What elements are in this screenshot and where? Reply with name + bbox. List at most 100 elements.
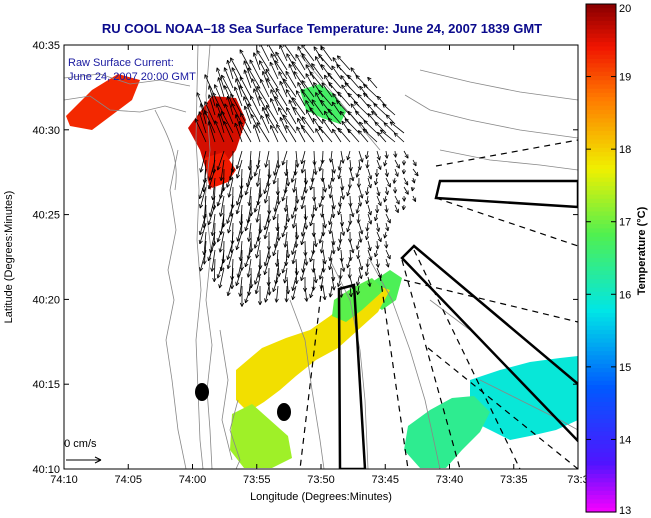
- current-vector: [364, 267, 370, 276]
- x-axis-ticks: 74:10 74:05 74:00 73:55 73:50 73:45 73:40 73:35…: [50, 45, 589, 486]
- current-vector: [204, 101, 216, 125]
- current-vector: [340, 222, 346, 236]
- current-vector: [276, 124, 288, 143]
- current-vector: [367, 276, 372, 287]
- current-vector: [216, 186, 225, 207]
- current-vector: [210, 249, 216, 272]
- current-vector: [320, 99, 333, 116]
- current-vector: [290, 168, 297, 183]
- current-vector: [223, 67, 234, 89]
- map-layer: Raw Surface Current: June 24, 2007 20:00…: [64, 45, 578, 469]
- current-vector: [410, 186, 415, 192]
- current-vector: [293, 71, 306, 89]
- current-vector: [227, 213, 234, 234]
- current-vector: [295, 90, 306, 107]
- current-vector: [382, 103, 396, 116]
- current-vector: [318, 125, 333, 143]
- current-vector: [375, 258, 380, 268]
- current-vector: [367, 177, 372, 189]
- current-vector: [367, 204, 372, 216]
- current-vector: [300, 150, 306, 165]
- sst-patch-east-cyan: [470, 356, 578, 440]
- current-vector: [385, 177, 391, 188]
- current-vector: [207, 168, 216, 190]
- current-vector: [313, 267, 318, 284]
- current-vector: [344, 118, 360, 134]
- current-vector: [376, 186, 381, 197]
- colorbar-tick-label: 19: [619, 72, 631, 84]
- current-vector: [394, 195, 400, 205]
- current-vector: [281, 186, 288, 202]
- current-vector: [346, 258, 351, 269]
- current-vector: [337, 195, 343, 207]
- current-vector: [385, 213, 391, 224]
- current-vector: [221, 110, 234, 134]
- current-label-line1: Raw Surface Current:: [68, 57, 174, 69]
- current-vector: [384, 186, 389, 195]
- current-vector: [401, 168, 406, 175]
- current-vector: [322, 177, 327, 193]
- current-vector: [337, 240, 342, 252]
- current-vector: [279, 116, 288, 134]
- current-vector: [393, 150, 398, 158]
- current-vector: [291, 97, 306, 116]
- current-vector: [250, 95, 261, 116]
- current-vector: [219, 195, 225, 217]
- colorbar-tick-label: 16: [619, 289, 631, 301]
- current-vector: [223, 121, 234, 143]
- bathymetry-contours: [64, 45, 578, 469]
- current-vector: [383, 159, 388, 167]
- current-vector: [218, 231, 225, 253]
- current-vector: [199, 150, 207, 173]
- current-vector: [282, 78, 297, 98]
- y-tick-label: 40:10: [32, 464, 60, 476]
- current-vector: [331, 101, 342, 116]
- current-vector: [259, 45, 270, 62]
- current-vector: [259, 78, 270, 98]
- colorbar: 20 19 18 17 16 15 14 13: [585, 3, 631, 517]
- current-vector: [244, 213, 252, 232]
- current-vector: [304, 285, 309, 302]
- current-vector: [355, 276, 361, 286]
- colorbar-tick-label: 13: [619, 505, 631, 517]
- current-vector: [355, 240, 360, 250]
- current-vector: [340, 258, 346, 272]
- current-vector: [356, 249, 361, 260]
- current-vector: [300, 186, 306, 201]
- current-vector: [207, 85, 216, 107]
- x-tick-label: 73:45: [371, 474, 399, 486]
- current-vector: [358, 231, 363, 243]
- current-vector: [305, 73, 315, 89]
- current-vector: [255, 240, 261, 259]
- current-vector: [375, 240, 380, 250]
- current-vector: [363, 83, 378, 98]
- y-tick-label: 40:30: [32, 125, 60, 137]
- colorbar-label: Temperature (°C): [636, 206, 648, 295]
- current-vector: [412, 168, 419, 177]
- current-vector: [265, 104, 279, 125]
- current-vector: [318, 267, 324, 280]
- current-vector: [279, 80, 288, 98]
- current-vector: [243, 69, 252, 89]
- current-vector: [300, 231, 306, 246]
- current-vector: [347, 128, 360, 143]
- current-vector: [358, 258, 364, 271]
- current-vector: [318, 159, 324, 172]
- y-axis-label: Latitude (Degrees:Minutes): [3, 191, 15, 324]
- current-vector: [318, 89, 333, 107]
- current-vector: [362, 128, 378, 143]
- current-vector: [256, 122, 270, 143]
- current-vector: [199, 103, 207, 125]
- current-vector: [348, 285, 353, 298]
- current-vector: [385, 249, 391, 260]
- current-vector: [367, 103, 378, 116]
- current-vector: [291, 285, 297, 300]
- current-vector: [322, 118, 333, 134]
- marker-dot-west: [195, 383, 209, 401]
- current-vector: [255, 204, 261, 223]
- current-vector: [318, 53, 333, 71]
- current-vector: [402, 195, 407, 202]
- current-vector: [367, 76, 378, 89]
- current-vector: [393, 132, 405, 143]
- current-vector: [313, 46, 324, 62]
